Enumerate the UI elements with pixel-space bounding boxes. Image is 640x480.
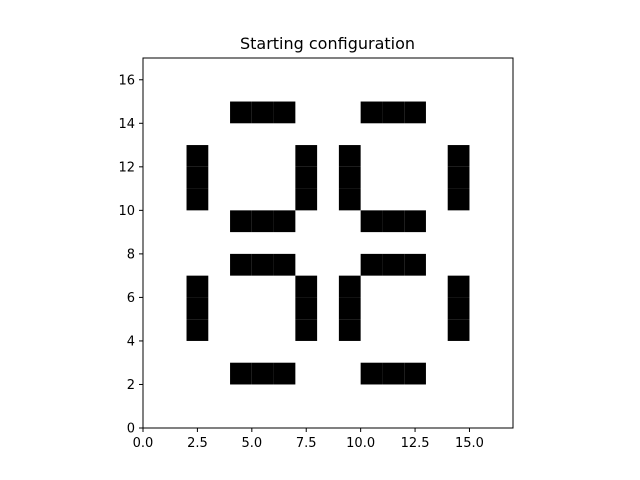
x-tick-label: 15.0 <box>455 436 484 451</box>
alive-cell <box>273 101 296 124</box>
alive-cell <box>186 166 209 189</box>
y-tick-label: 6 <box>127 291 135 306</box>
y-tick-label: 12 <box>118 160 135 175</box>
y-tick-label: 4 <box>127 334 135 349</box>
x-tick-label: 12.5 <box>401 436 430 451</box>
alive-cell <box>295 319 318 341</box>
alive-cell <box>447 275 470 298</box>
x-tick-label: 0.0 <box>133 436 154 451</box>
alive-cell <box>447 188 470 211</box>
alive-cell <box>251 101 274 124</box>
alive-cell <box>251 210 274 233</box>
y-tick-label: 14 <box>118 117 135 132</box>
cell-grid <box>186 101 470 385</box>
x-axis: 0.0 2.5 5.0 7.5 10.0 12.5 15.0 <box>133 428 484 451</box>
alive-cell <box>382 362 405 385</box>
y-tick-label: 8 <box>127 247 135 262</box>
alive-cell <box>360 210 383 233</box>
alive-cell <box>186 275 209 298</box>
alive-cell <box>273 362 296 385</box>
alive-cell <box>447 297 470 320</box>
alive-cell <box>186 188 209 211</box>
alive-cell <box>230 101 252 124</box>
alive-cell <box>186 319 209 341</box>
alive-cell <box>382 253 405 276</box>
alive-cell <box>360 101 383 124</box>
y-tick-label: 10 <box>118 204 135 219</box>
y-tick-label: 2 <box>127 378 135 393</box>
alive-cell <box>273 210 296 233</box>
x-tick-label: 10.0 <box>346 436 375 451</box>
alive-cell <box>186 297 209 320</box>
alive-cell <box>404 362 426 385</box>
alive-cell <box>447 319 470 341</box>
alive-cell <box>338 188 361 211</box>
y-axis: 0 2 4 6 8 10 12 14 16 <box>118 73 143 437</box>
alive-cell <box>186 145 209 167</box>
alive-cell <box>404 253 426 276</box>
x-tick-label: 7.5 <box>296 436 317 451</box>
alive-cell <box>230 253 252 276</box>
plot-frame <box>142 57 514 429</box>
alive-cell <box>230 210 252 233</box>
alive-cell <box>382 101 405 124</box>
alive-cell <box>404 210 426 233</box>
alive-cell <box>338 166 361 189</box>
x-tick-label: 5.0 <box>241 436 262 451</box>
alive-cell <box>338 319 361 341</box>
chart-title: Starting configuration <box>240 34 415 53</box>
alive-cell <box>295 275 318 298</box>
y-tick-label: 0 <box>127 422 135 437</box>
alive-cell <box>338 297 361 320</box>
alive-cell <box>251 362 274 385</box>
alive-cell <box>273 253 296 276</box>
alive-cell <box>338 275 361 298</box>
alive-cell <box>382 210 405 233</box>
y-tick-label: 16 <box>118 73 135 88</box>
alive-cell <box>251 253 274 276</box>
alive-cell <box>295 166 318 189</box>
alive-cell <box>338 145 361 167</box>
alive-cell <box>230 362 252 385</box>
alive-cell <box>360 253 383 276</box>
alive-cell <box>404 101 426 124</box>
x-tick-label: 2.5 <box>187 436 208 451</box>
alive-cell <box>295 188 318 211</box>
alive-cell <box>295 145 318 167</box>
alive-cell <box>447 166 470 189</box>
alive-cell <box>295 297 318 320</box>
alive-cell <box>447 145 470 167</box>
alive-cell <box>360 362 383 385</box>
